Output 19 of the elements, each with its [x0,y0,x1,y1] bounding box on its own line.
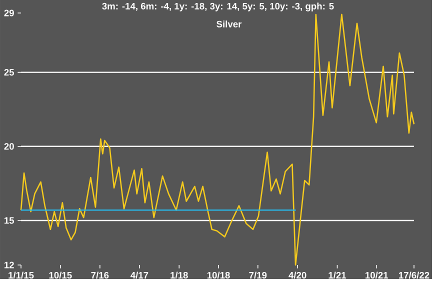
y-tick-label: 12 [4,262,14,268]
x-tick-label: 4/17 [130,272,148,279]
y-tick-label: 15 [4,217,14,224]
x-tick-label: 10/21 [366,272,388,279]
x-tick-label: 1/21 [328,272,346,279]
text: Silver [216,20,242,28]
x-tick-label: 10/15 [49,272,72,279]
x-tick-label: 10/18 [207,272,230,279]
y-tick-label: 29 [4,10,14,16]
x-tick-label: 4/20 [288,272,306,279]
line-series [20,14,415,266]
x-tick-label: 7/16 [91,272,109,279]
y-tick-label: 25 [4,69,14,76]
x-tick-label: 1/1/15 [8,272,34,279]
x-tick-label: 1/18 [170,272,188,279]
x-tick-label: 7/19 [249,272,267,279]
x-tick-label: 17/6/22 [399,272,430,279]
chart-subtitle: 3m: -14, 6m: -4, 1y: -18, 3y: 14, 5y: 5, 10y: -3, gph: 5 [102,2,334,12]
y-tick-label: 20 [4,143,14,150]
